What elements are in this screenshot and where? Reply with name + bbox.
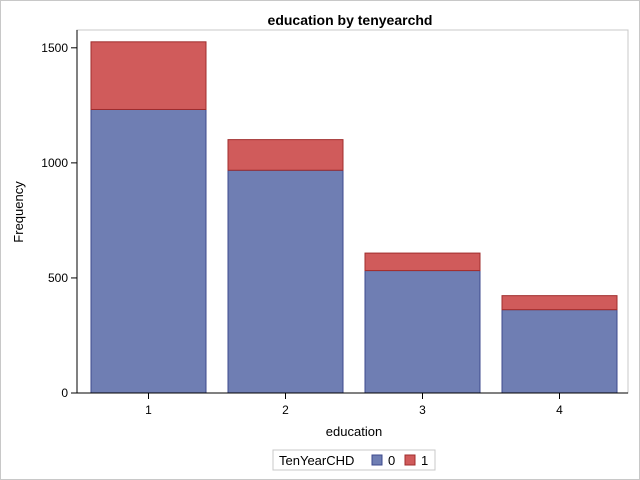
x-axis: 1 2 3 4 [77, 392, 628, 417]
legend-swatch-0 [371, 454, 383, 466]
y-tick-label: 1500 [41, 41, 68, 55]
x-tick-label: 3 [419, 403, 426, 417]
chart-title: education by tenyearchd [268, 12, 433, 28]
bar-segment-4-series-1 [501, 295, 618, 311]
bar-segment-3-series-1 [364, 252, 481, 272]
y-tick-label: 0 [61, 386, 68, 400]
bar-segment-1-series-1 [90, 41, 207, 110]
legend-title: TenYearCHD [279, 453, 354, 468]
x-tick-label: 1 [145, 403, 152, 417]
y-tick-label: 1000 [41, 156, 68, 170]
y-axis: 0 500 1000 1500 [41, 30, 78, 400]
x-tick-label: 4 [556, 403, 563, 417]
x-tick-label: 2 [282, 403, 289, 417]
x-axis-label: education [326, 424, 382, 439]
bars [90, 41, 618, 394]
legend-label-1: 1 [421, 453, 428, 468]
y-tick-label: 500 [48, 271, 68, 285]
bar-segment-2-series-1 [227, 139, 344, 171]
bar-segment-1-series-0 [90, 108, 207, 394]
legend-swatch-1 [404, 454, 416, 466]
plot-area: 0 500 1000 1500 1 2 3 4 [41, 29, 629, 417]
bar-segment-3-series-0 [364, 270, 481, 394]
bar-segment-2-series-0 [227, 169, 344, 394]
y-axis-label: Frequency [11, 181, 26, 243]
bar-segment-4-series-0 [501, 309, 618, 394]
legend-box [272, 449, 436, 471]
legend-label-0: 0 [388, 453, 395, 468]
